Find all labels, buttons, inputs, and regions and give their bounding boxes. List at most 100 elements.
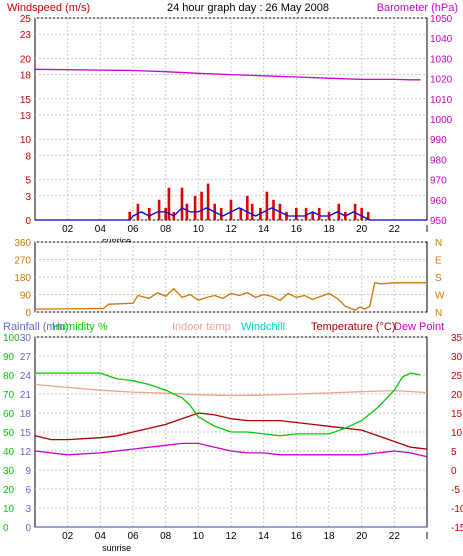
x-tick-label: 08 [160, 531, 172, 542]
barometer-y-tick: 1040 [430, 34, 453, 45]
temperature-y-tick: -5 [451, 485, 460, 496]
wind-y-tick: 8 [25, 151, 31, 162]
direction-y-tick: 180 [14, 273, 31, 284]
wind-y-tick: 3 [25, 192, 31, 203]
gust-bar [200, 191, 203, 220]
gust-bar [239, 207, 243, 220]
rain-y-tick: 12 [20, 447, 32, 458]
direction-y-tick: 270 [14, 256, 31, 267]
dew-point-line [34, 442, 428, 458]
compass-tick: S [435, 273, 442, 284]
legend-entry: Humidity % [52, 321, 108, 333]
temperature-y-tick: -10 [451, 504, 463, 515]
wind-y-tick: 15 [20, 95, 32, 106]
direction-y-tick: 360 [14, 238, 31, 249]
wind-y-tick: 23 [20, 30, 32, 41]
barometer-y-tick: 1000 [430, 115, 453, 126]
barometer-y-tick: 1030 [430, 54, 453, 65]
wind-y-tick: 0 [25, 216, 31, 227]
temperature-y-tick: 15 [451, 409, 463, 420]
wind-y-tick: 10 [20, 135, 32, 146]
gust-bar [157, 199, 161, 220]
x-end-label: I [426, 531, 429, 542]
x-end-label: I [426, 224, 429, 235]
gust-bar [136, 203, 140, 220]
gust-bar [366, 211, 370, 220]
barometer-series-line [34, 68, 421, 81]
x-tick-label: 22 [389, 224, 401, 235]
barometer-y-tick: 1050 [430, 14, 453, 25]
legend-entry: Rainfall (mm) [3, 321, 68, 333]
x-tick-label: 12 [225, 224, 237, 235]
x-tick-label: 16 [291, 224, 303, 235]
humidity-y-tick: 50 [3, 428, 15, 439]
x-tick-label: 18 [323, 531, 335, 542]
wind-axis-label: Windspeed (m/s) [7, 2, 90, 14]
gust-bar [272, 199, 275, 220]
legend-entry: Temperature (°C) [311, 321, 395, 333]
wind-y-tick: 5 [25, 176, 31, 187]
barometer-y-tick: 970 [430, 176, 447, 187]
temperature-y-tick: -15 [451, 523, 463, 534]
x-tick-label: 10 [193, 531, 205, 542]
wind-y-tick: 13 [20, 111, 32, 122]
compass-tick: N [435, 308, 442, 319]
humidity-y-tick: 10 [3, 504, 15, 515]
gust-bar [285, 211, 288, 220]
humidity-y-tick: 60 [3, 409, 15, 420]
wind-series-line [35, 207, 427, 221]
gust-bar [219, 207, 223, 220]
gust-bar [353, 203, 357, 220]
rain-y-tick: 15 [20, 428, 32, 439]
temperature-y-tick: 5 [451, 447, 457, 458]
x-tick-label: 04 [95, 224, 107, 235]
gust-bar [185, 203, 189, 220]
x-tick-label: 02 [62, 531, 74, 542]
barometer-y-tick: 980 [430, 155, 447, 166]
gust-bar [304, 207, 308, 220]
x-tick-label: 12 [225, 531, 237, 542]
x-tick-label: 08 [160, 224, 172, 235]
humidity-y-tick: 20 [3, 485, 15, 496]
humidity-y-tick: 0 [3, 523, 9, 534]
gust-bar [167, 187, 171, 220]
indoor-temp-line [34, 383, 428, 397]
humidity-y-tick: 100 [3, 333, 20, 344]
gust-bar [180, 187, 184, 220]
gust-bar [128, 211, 131, 220]
x-tick-label: 16 [291, 531, 303, 542]
x-tick-label: 22 [389, 531, 401, 542]
gust-bar [206, 183, 210, 220]
x-tick-label: 18 [323, 224, 335, 235]
compass-tick: E [435, 256, 442, 267]
temperature-y-tick: 20 [451, 390, 463, 401]
gust-bar [164, 207, 167, 220]
x-tick-label: 10 [193, 224, 205, 235]
temperature-y-tick: 0 [451, 466, 457, 477]
sunrise-label: sunrise [102, 543, 131, 553]
legend-entry: Windchill [241, 321, 285, 333]
rain-y-tick: 24 [20, 371, 32, 382]
humidity-y-tick: 70 [3, 390, 15, 401]
barometer-axis-label: Barometer (hPa) [377, 2, 458, 14]
x-tick-label: 06 [127, 531, 139, 542]
temperature-y-tick: 35 [451, 333, 463, 344]
gust-bar [360, 207, 363, 220]
rain-y-tick: 18 [20, 409, 32, 420]
direction-y-tick: 90 [20, 291, 32, 302]
humidity-y-tick: 30 [3, 466, 15, 477]
x-tick-label: 02 [62, 224, 74, 235]
gust-bar [295, 207, 298, 220]
gust-bar [148, 207, 151, 220]
humidity-y-tick: 90 [3, 352, 15, 363]
barometer-y-tick: 1010 [430, 95, 453, 106]
x-tick-label: 20 [356, 531, 368, 542]
gust-bar [317, 207, 321, 220]
wind-y-tick: 25 [20, 14, 32, 25]
x-tick-label: 14 [258, 224, 270, 235]
direction-y-tick: 0 [25, 308, 31, 319]
barometer-y-tick: 990 [430, 135, 447, 146]
barometer-y-tick: 960 [430, 196, 447, 207]
gust-bar [337, 203, 341, 220]
